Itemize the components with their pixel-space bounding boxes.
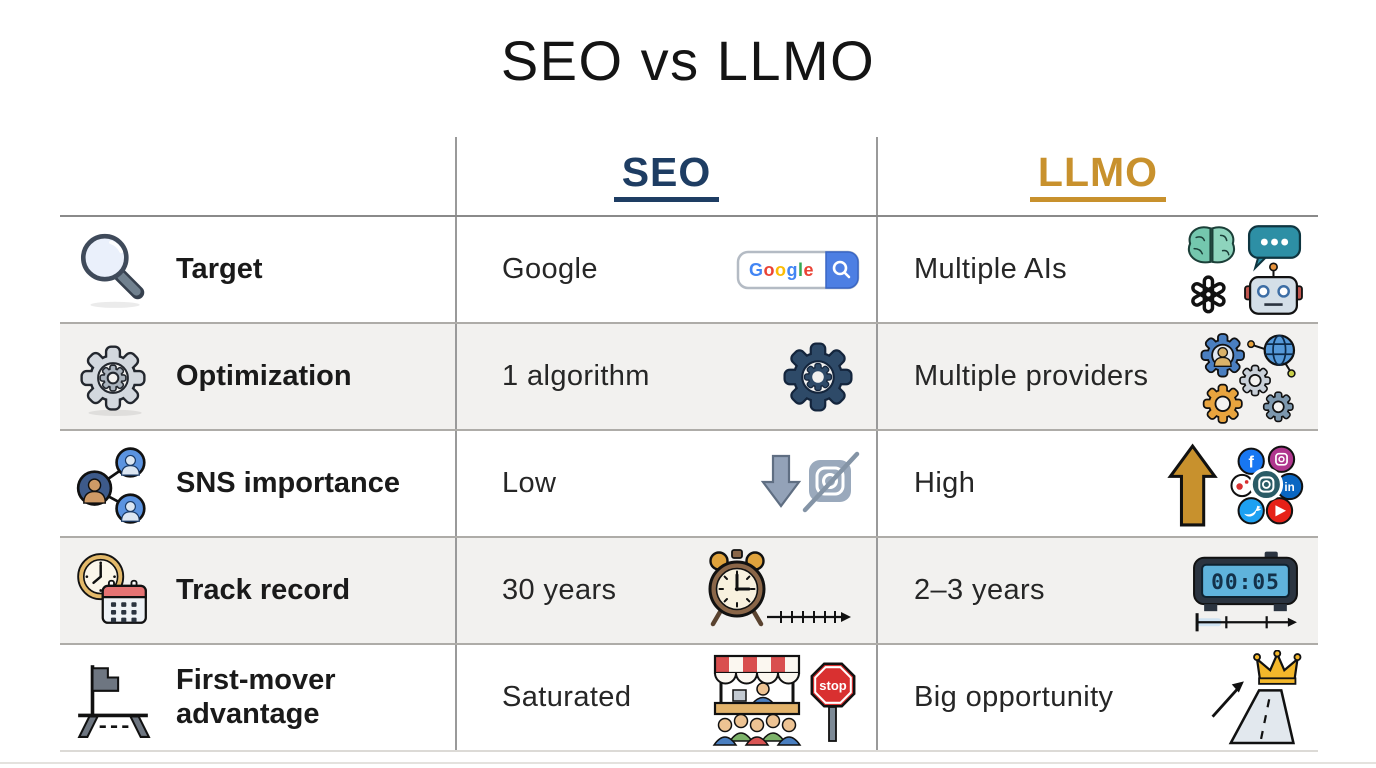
llmo-cell-target: Multiple AIs bbox=[878, 217, 1318, 322]
magnifier-icon bbox=[72, 229, 154, 311]
table-row-sns-importance: SNS importance Low High bbox=[60, 431, 1318, 538]
flag-start-line-icon bbox=[72, 657, 154, 739]
seo-value: Saturated bbox=[502, 681, 632, 713]
seo-value: Google bbox=[502, 253, 598, 285]
llmo-cell-sns: High f in bbox=[878, 431, 1318, 536]
market-stall-stop-sign: stop bbox=[708, 649, 860, 747]
clock-calendar-icon bbox=[72, 550, 154, 632]
row-label-cell: Track record bbox=[60, 538, 455, 643]
up-arrow-social-cluster: f in bbox=[1162, 436, 1304, 532]
llmo-value: 2–3 years bbox=[914, 574, 1045, 606]
row-label-cell: Target bbox=[60, 217, 455, 322]
header-cell-seo: SEO bbox=[455, 137, 878, 215]
header-cell-llmo: LLMO bbox=[878, 137, 1318, 215]
column-header-llmo: LLMO bbox=[1029, 149, 1167, 203]
row-label: SNS importance bbox=[176, 466, 400, 499]
llmo-value: Multiple providers bbox=[914, 360, 1149, 392]
seo-value: 30 years bbox=[502, 574, 617, 606]
seo-cell-track-record: 30 years bbox=[455, 538, 878, 643]
row-label-cell: First-mover advantage bbox=[60, 645, 455, 750]
gears-globe-cluster bbox=[1192, 329, 1304, 425]
row-label: Optimization bbox=[176, 359, 352, 392]
page-title: SEO vs LLMO bbox=[500, 29, 876, 92]
open-road-crown bbox=[1202, 649, 1304, 746]
table-row-target: Target Google Google Multiple AIs bbox=[60, 217, 1318, 324]
svg-text:stop: stop bbox=[819, 678, 847, 693]
down-arrow-muted-social bbox=[758, 448, 860, 520]
row-label-cell: SNS importance bbox=[60, 431, 455, 536]
llmo-cell-first-mover: Big opportunity bbox=[878, 645, 1318, 750]
llmo-value: Multiple AIs bbox=[914, 253, 1068, 285]
table-header-row: SEO LLMO bbox=[60, 137, 1318, 217]
seo-cell-sns: Low bbox=[455, 431, 878, 536]
table-row-first-mover: First-mover advantage Saturated bbox=[60, 645, 1318, 752]
svg-text:Google: Google bbox=[749, 260, 814, 280]
row-label: Track record bbox=[176, 573, 351, 606]
seo-cell-target: Google Google bbox=[455, 217, 878, 322]
svg-text:00:05: 00:05 bbox=[1211, 568, 1280, 593]
row-label-cell: Optimization bbox=[60, 324, 455, 429]
social-network-icon bbox=[72, 443, 154, 525]
comparison-table: SEO LLMO Target bbox=[60, 137, 1318, 752]
seo-value: 1 algorithm bbox=[502, 360, 650, 392]
header-empty-cell bbox=[60, 137, 455, 215]
navy-gear-icon bbox=[776, 335, 860, 419]
svg-text:in: in bbox=[1284, 481, 1294, 494]
digital-clock-timeline: 00:05 bbox=[1188, 549, 1304, 633]
row-label: First-mover advantage bbox=[176, 664, 336, 730]
svg-text:f: f bbox=[1248, 453, 1254, 471]
column-header-seo: SEO bbox=[613, 149, 720, 203]
google-search-bar-icon: Google bbox=[736, 250, 860, 290]
ai-icons-cluster bbox=[1184, 223, 1304, 317]
alarm-clock-timeline bbox=[688, 547, 860, 635]
seo-cell-first-mover: Saturated bbox=[455, 645, 878, 750]
table-row-optimization: Optimization 1 algorithm Multiple prov bbox=[60, 324, 1318, 431]
llmo-value: Big opportunity bbox=[914, 681, 1114, 713]
row-label: Target bbox=[176, 252, 263, 285]
bottom-divider bbox=[0, 762, 1376, 764]
gear-icon bbox=[72, 336, 154, 418]
table-row-track-record: Track record 30 years bbox=[60, 538, 1318, 645]
seo-value: Low bbox=[502, 467, 557, 499]
llmo-value: High bbox=[914, 467, 976, 499]
llmo-cell-optimization: Multiple providers bbox=[878, 324, 1318, 429]
seo-cell-optimization: 1 algorithm bbox=[455, 324, 878, 429]
llmo-cell-track-record: 2–3 years 00:05 bbox=[878, 538, 1318, 643]
